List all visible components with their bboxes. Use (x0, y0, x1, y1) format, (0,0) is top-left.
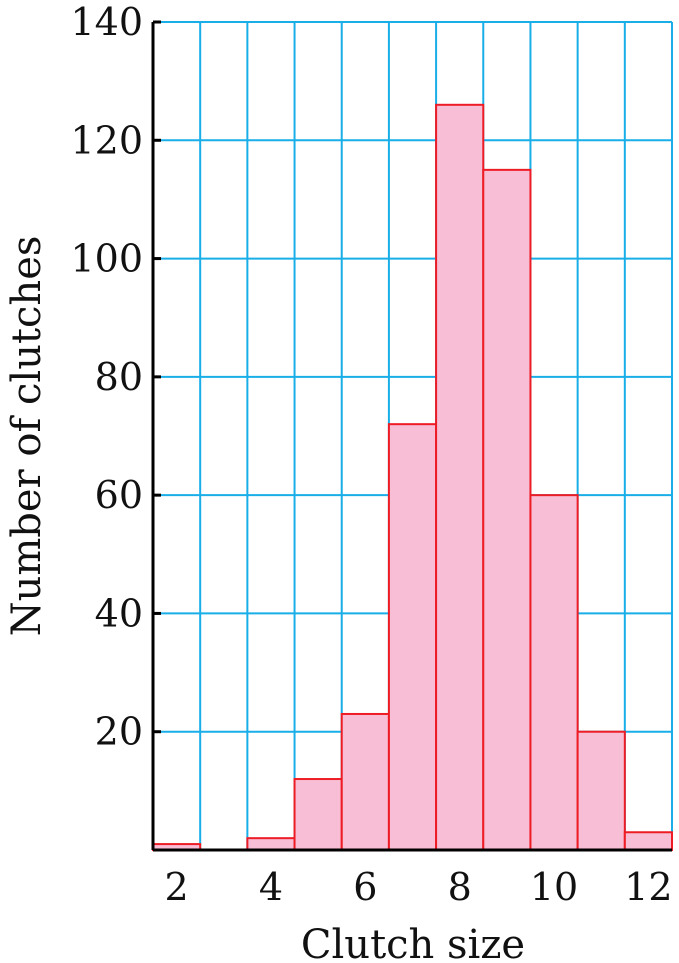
bar-clutch-size-11 (576, 730, 626, 852)
x-tick-label-8: 8 (448, 865, 472, 909)
x-tick-labels: 2 4 6 8 10 12 (164, 865, 672, 909)
bar-clutch-size-7 (387, 423, 438, 851)
y-tick-label-120: 120 (70, 118, 143, 162)
bar-clutch-size-12 (623, 831, 673, 851)
x-tick-label-2: 2 (164, 865, 188, 909)
bar-clutch-size-10 (529, 494, 579, 851)
bar-clutch-size-5 (293, 778, 343, 851)
bars (152, 103, 673, 852)
axes (151, 20, 672, 852)
y-tick-label-80: 80 (95, 355, 143, 399)
bar-clutch-size-8 (435, 103, 485, 852)
x-tick-label-6: 6 (353, 865, 377, 909)
x-axis-title: Clutch size (301, 922, 525, 963)
y-tick-labels: 20 40 60 80 100 120 140 (70, 0, 143, 754)
y-tick-label-60: 60 (95, 473, 143, 517)
bar-clutch-size-6 (340, 712, 390, 851)
y-tick-label-140: 140 (70, 0, 143, 44)
x-tick-label-10: 10 (530, 865, 578, 909)
y-axis-title: Number of clutches (4, 236, 50, 637)
y-tick-label-20: 20 (95, 710, 143, 754)
x-tick-label-4: 4 (259, 865, 283, 909)
x-tick-label-12: 12 (624, 865, 672, 909)
y-tick-label-100: 100 (70, 237, 143, 281)
bar-clutch-size-4 (246, 837, 296, 852)
y-tick-label-40: 40 (95, 591, 143, 635)
bar-clutch-size-9 (482, 168, 532, 852)
